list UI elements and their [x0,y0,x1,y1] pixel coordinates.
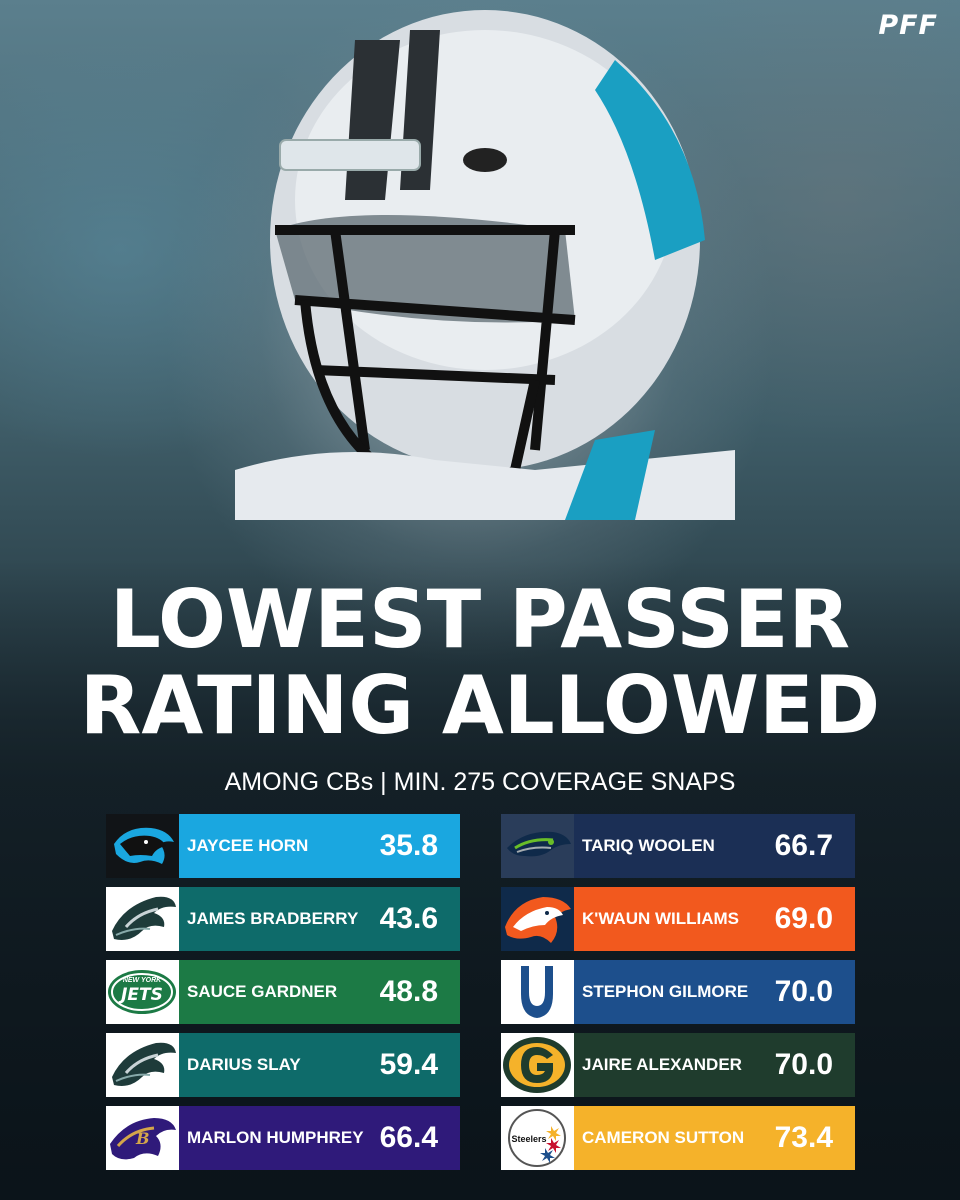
svg-text:NEW YORK: NEW YORK [123,977,162,984]
left-ranking-list: JAYCEE HORN 35.8 JAMES BRADBERRY 43.6 NEW YO… [106,814,460,1179]
player-row-tariq-woolen: TARIQ WOOLEN 66.7 [501,814,855,878]
player-bar: TARIQ WOOLEN 66.7 [574,814,855,878]
svg-text:JETS: JETS [118,985,163,1005]
passer-rating-value: 66.7 [774,829,833,862]
right-ranking-list: TARIQ WOOLEN 66.7 K'WAUN WILLIAMS 69.0 STEPH… [501,814,855,1179]
player-row-k-waun-williams: K'WAUN WILLIAMS 69.0 [501,887,855,951]
steelers-logo-icon: Steelers [501,1106,574,1170]
passer-rating-value: 66.4 [379,1121,438,1154]
player-row-stephon-gilmore: STEPHON GILMORE 70.0 [501,960,855,1024]
player-name: JAYCEE HORN [187,836,309,855]
player-name: TARIQ WOOLEN [582,836,715,855]
player-name: K'WAUN WILLIAMS [582,909,740,928]
player-row-sauce-gardner: NEW YORK JETS SAUCE GARDNER 48.8 [106,960,460,1024]
player-name: STEPHON GILMORE [582,982,749,1001]
broncos-logo-icon [501,887,574,951]
player-name: DARIUS SLAY [187,1055,301,1074]
ravens-logo-icon: B [106,1106,179,1170]
svg-text:B: B [135,1129,150,1148]
passer-rating-value: 70.0 [774,975,833,1008]
player-bar: JAIRE ALEXANDER 70.0 [574,1033,855,1097]
pff-logo: PFF [878,10,938,41]
player-name: JAMES BRADBERRY [187,909,359,928]
player-row-james-bradberry: JAMES BRADBERRY 43.6 [106,887,460,951]
player-name: MARLON HUMPHREY [187,1128,364,1147]
jets-logo-icon: NEW YORK JETS [106,960,179,1024]
player-row-jaycee-horn: JAYCEE HORN 35.8 [106,814,460,878]
title-line-2: RATING ALLOWED [79,659,881,752]
player-bar: K'WAUN WILLIAMS 69.0 [574,887,855,951]
subtitle: AMONG CBs | MIN. 275 COVERAGE SNAPS [224,768,736,796]
panthers-logo-icon [106,814,179,878]
colts-logo-icon [501,960,574,1024]
player-bar: MARLON HUMPHREY 66.4 [179,1106,460,1170]
player-name: CAMERON SUTTON [582,1128,745,1147]
player-bar: CAMERON SUTTON 73.4 [574,1106,855,1170]
passer-rating-value: 70.0 [774,1048,833,1081]
player-bar: DARIUS SLAY 59.4 [179,1033,460,1097]
player-name: SAUCE GARDNER [187,982,338,1001]
passer-rating-value: 59.4 [379,1048,438,1081]
page-title: LOWEST PASSER RATING ALLOWED [0,580,960,746]
player-row-jaire-alexander: JAIRE ALEXANDER 70.0 [501,1033,855,1097]
player-helmet-graphic [235,10,735,520]
svg-text:Steelers: Steelers [511,1134,546,1144]
passer-rating-value: 35.8 [379,829,438,862]
player-bar: JAYCEE HORN 35.8 [179,814,460,878]
passer-rating-value: 48.8 [379,975,438,1008]
seahawks-logo-icon [501,814,574,878]
passer-rating-value: 43.6 [379,902,438,935]
player-bar: JAMES BRADBERRY 43.6 [179,887,460,951]
player-row-darius-slay: DARIUS SLAY 59.4 [106,1033,460,1097]
player-name: JAIRE ALEXANDER [582,1055,742,1074]
passer-rating-value: 73.4 [774,1121,833,1154]
player-row-marlon-humphrey: B MARLON HUMPHREY 66.4 [106,1106,460,1170]
player-bar: SAUCE GARDNER 48.8 [179,960,460,1024]
packers-logo-icon [501,1033,574,1097]
passer-rating-value: 69.0 [774,902,833,935]
eagles-logo-icon [106,1033,179,1097]
eagles-logo-icon [106,887,179,951]
player-bar: STEPHON GILMORE 70.0 [574,960,855,1024]
player-row-cameron-sutton: Steelers CAMERON SUTTON 73.4 [501,1106,855,1170]
title-line-1: LOWEST PASSER [109,573,851,666]
